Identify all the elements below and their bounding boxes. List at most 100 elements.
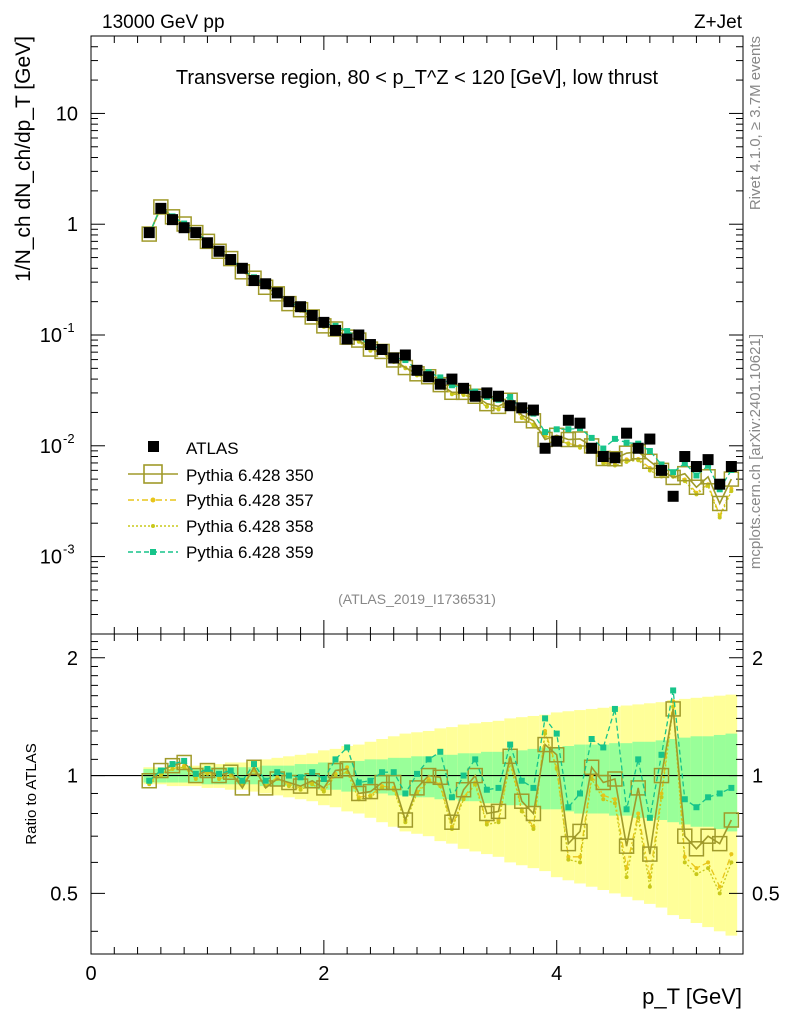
ratio-point-p359 xyxy=(681,796,688,803)
ratio-point-p350 xyxy=(560,835,577,852)
legend-marker-359 xyxy=(150,549,156,555)
point-p358 xyxy=(647,468,652,473)
point-atlas xyxy=(330,324,341,336)
ratio-point-p359 xyxy=(565,804,572,811)
ratio-point-p350 xyxy=(164,757,181,774)
ratio-point-p359 xyxy=(483,786,490,793)
point-p358 xyxy=(624,459,629,464)
ratio-point-p357 xyxy=(717,884,722,889)
point-p359 xyxy=(623,439,630,446)
y-tick-exponent: -2 xyxy=(63,431,75,446)
ratio-point-p359 xyxy=(239,777,246,784)
point-p359 xyxy=(507,393,514,400)
point-atlas xyxy=(248,275,260,287)
ratio-point-p359 xyxy=(157,767,164,774)
plot-title: Transverse region, 80 < p_T^Z < 120 [GeV… xyxy=(176,67,659,89)
band-green xyxy=(376,759,388,794)
legend-label-atlas: ATLAS xyxy=(186,439,239,458)
ratio-point-p359 xyxy=(274,769,281,776)
ratio-point-p350 xyxy=(618,838,635,854)
ratio-point-p358 xyxy=(543,731,548,736)
legend-label-359: Pythia 6.428 359 xyxy=(186,543,314,562)
ratio-point-p358 xyxy=(321,789,326,794)
ratio-point-p357 xyxy=(636,811,641,816)
ratio-point-p359 xyxy=(716,790,723,797)
point-p358 xyxy=(461,393,466,398)
ratio-point-p357 xyxy=(601,793,606,798)
ratio-point-p359 xyxy=(623,806,630,813)
point-p358 xyxy=(484,404,489,409)
ratio-point-p359 xyxy=(507,741,514,748)
band-green xyxy=(504,750,516,806)
ratio-point-p359 xyxy=(367,777,374,784)
point-atlas xyxy=(225,254,237,266)
ratio-point-p358 xyxy=(170,766,175,771)
legend-marker-358 xyxy=(151,524,155,528)
point-p358 xyxy=(519,415,524,420)
ratio-line-p358 xyxy=(148,706,732,896)
ratio-point-p359 xyxy=(262,777,269,784)
legend-label-358: Pythia 6.428 358 xyxy=(186,517,314,536)
ratio-point-p350 xyxy=(548,747,565,763)
point-atlas xyxy=(527,404,539,416)
point-atlas xyxy=(667,490,679,502)
y-tick-label: 10 xyxy=(40,436,62,458)
point-atlas xyxy=(167,214,178,226)
point-p350 xyxy=(642,453,658,470)
ratio-point-p350 xyxy=(490,803,507,820)
ratio-y-tick-label-right: 0.5 xyxy=(752,883,780,905)
ratio-point-p350 xyxy=(525,805,542,822)
ratio-point-p350 xyxy=(153,762,169,779)
point-atlas xyxy=(516,402,528,414)
header-left: 13000 GeV pp xyxy=(102,12,225,33)
point-p350 xyxy=(153,199,169,215)
ratio-point-p359 xyxy=(414,770,420,777)
ratio-point-p358 xyxy=(484,822,489,827)
point-atlas xyxy=(295,301,307,313)
point-atlas xyxy=(388,352,400,364)
point-p358 xyxy=(566,442,571,447)
ratio-point-p350 xyxy=(188,767,204,784)
point-atlas xyxy=(341,333,353,345)
ratio-point-p358 xyxy=(694,872,699,877)
ratio-point-p359 xyxy=(227,767,234,774)
band-green xyxy=(387,757,400,796)
y-axis-label: 1/N_ch dN_ch/dp_T [GeV] xyxy=(12,36,35,282)
ratio-point-p359 xyxy=(693,804,700,811)
ratio-line-p357 xyxy=(148,700,732,889)
point-p359 xyxy=(588,434,595,441)
ratio-point-p359 xyxy=(402,790,409,797)
ratio-point-p358 xyxy=(566,857,571,862)
point-atlas xyxy=(190,227,202,239)
ratio-y-tick-label: 1 xyxy=(67,766,78,788)
ratio-point-p350 xyxy=(409,780,425,796)
ratio-point-p359 xyxy=(530,784,537,791)
y-tick-exponent: -3 xyxy=(63,542,75,557)
ratio-point-p359 xyxy=(553,730,560,737)
ratio-point-p358 xyxy=(205,771,210,776)
ratio-point-p359 xyxy=(635,756,642,763)
point-atlas xyxy=(364,339,376,351)
band-green xyxy=(690,736,703,827)
ratio-point-p358 xyxy=(729,860,734,865)
ratio-point-p358 xyxy=(717,891,722,896)
ratio-point-p350 xyxy=(665,701,681,717)
point-atlas xyxy=(353,329,365,341)
y-tick-label: 10 xyxy=(40,547,62,569)
ratio-point-p357 xyxy=(706,860,711,865)
ratio-point-p359 xyxy=(204,765,211,772)
legend-marker-350 xyxy=(143,464,163,484)
ratio-point-p359 xyxy=(460,772,467,779)
point-atlas xyxy=(574,417,586,429)
point-p358 xyxy=(706,483,711,488)
ratio-point-p359 xyxy=(577,790,583,797)
band-green xyxy=(550,747,563,810)
ratio-point-p358 xyxy=(426,778,431,783)
ratio-point-p358 xyxy=(461,797,466,802)
ratio-y-tick-label-right: 2 xyxy=(752,648,763,670)
ratio-point-p359 xyxy=(646,814,653,821)
y-tick-exponent: -1 xyxy=(63,320,75,335)
ratio-point-p359 xyxy=(728,784,735,791)
legend-label-350: Pythia 6.428 350 xyxy=(186,466,314,485)
point-p359 xyxy=(670,469,677,476)
